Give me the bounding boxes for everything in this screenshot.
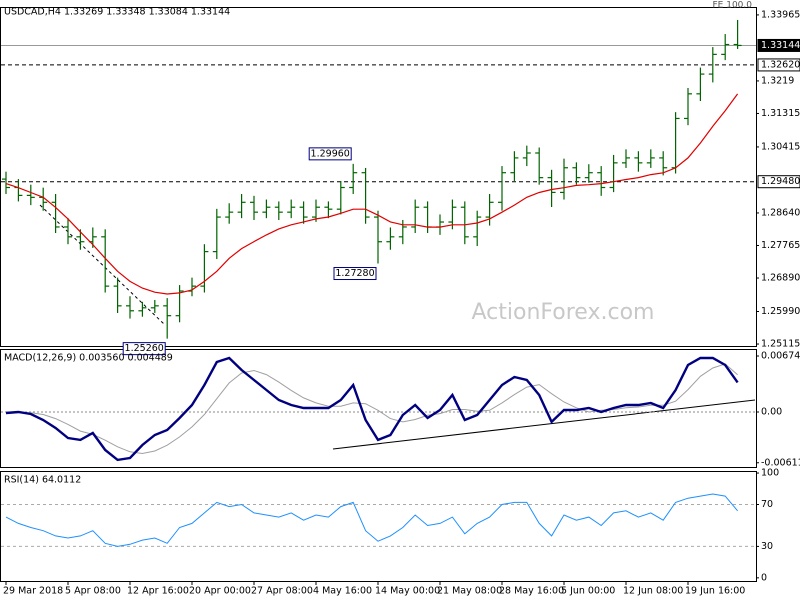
panel-title: RSI(14) 64.0112 — [4, 475, 81, 486]
moving-average — [5, 93, 739, 295]
price-panel-frame — [0, 7, 757, 347]
series-line — [5, 363, 738, 455]
y-tick-label: 0.006745 — [761, 351, 800, 362]
y-tick-label: 1.31315 — [761, 108, 800, 119]
annotation-label: 1.27280 — [335, 268, 374, 279]
x-tick-label: 4 May 16:00 — [313, 586, 372, 597]
rsi-panel-frame — [0, 471, 757, 582]
y-tick-label: 1.27765 — [761, 240, 800, 251]
y-tick-label: 1.28640 — [761, 207, 800, 218]
y-tick-label: 1.30415 — [761, 141, 800, 152]
y-tick-label: 1.25115 — [761, 339, 800, 350]
y-tick-label: 100 — [761, 468, 779, 479]
price-level-label: 1.32620 — [761, 59, 800, 70]
x-tick-label: 12 Jun 08:00 — [623, 586, 683, 597]
y-tick-label: 1.25990 — [761, 306, 800, 317]
price-level-label: 1.33144 — [761, 40, 800, 51]
price-level-box — [757, 58, 800, 72]
trend-line — [39, 204, 166, 326]
annotation-label: 1.25260 — [125, 343, 164, 354]
annotation-box — [333, 267, 377, 281]
y-tick-label: 1.26890 — [761, 273, 800, 284]
annotation-box — [122, 342, 166, 356]
macd-panel-frame — [0, 349, 757, 468]
x-tick-label: 28 May 16:00 — [499, 586, 564, 597]
series-line — [5, 356, 739, 462]
x-tick-label: 14 May 00:00 — [375, 586, 440, 597]
chart-title: USDCAD,H4 1.33269 1.33348 1.33084 1.3314… — [4, 7, 230, 18]
y-tick-label: 70 — [761, 499, 773, 510]
y-tick-label: 0.00 — [761, 406, 782, 417]
y-tick-label: -0.006119 — [761, 457, 800, 468]
x-tick-label: 21 May 08:00 — [437, 586, 502, 597]
x-tick-label: 5 Jun 00:00 — [561, 586, 615, 597]
annotation-label: 1.29960 — [311, 148, 350, 159]
y-tick-label: 1.3219 — [761, 75, 794, 86]
x-tick-label: 12 Apr 16:00 — [127, 586, 189, 597]
annotation-box — [308, 147, 352, 161]
price-level-box — [757, 38, 800, 52]
x-tick-label: 19 Jun 16:00 — [685, 586, 745, 597]
y-tick-label: 0 — [761, 572, 767, 583]
trend-line — [332, 399, 756, 450]
x-tick-label: 20 Apr 00:00 — [189, 586, 251, 597]
panel-title: MACD(12,26,9) 0.003560 0.004489 — [4, 353, 173, 364]
x-tick-label: 29 Mar 2018 — [3, 586, 63, 597]
price-level-box — [757, 175, 800, 189]
price-level-label: 1.29480 — [761, 176, 800, 187]
x-tick-label: 5 Apr 08:00 — [65, 586, 121, 597]
series-line — [5, 493, 738, 547]
y-tick-label: 30 — [761, 541, 773, 552]
fib-note: FE 100.0 — [713, 1, 753, 11]
y-tick-label: 1.33965 — [761, 9, 800, 20]
x-tick-label: 27 Apr 08:00 — [251, 586, 313, 597]
watermark: ActionForex.com — [472, 300, 655, 325]
